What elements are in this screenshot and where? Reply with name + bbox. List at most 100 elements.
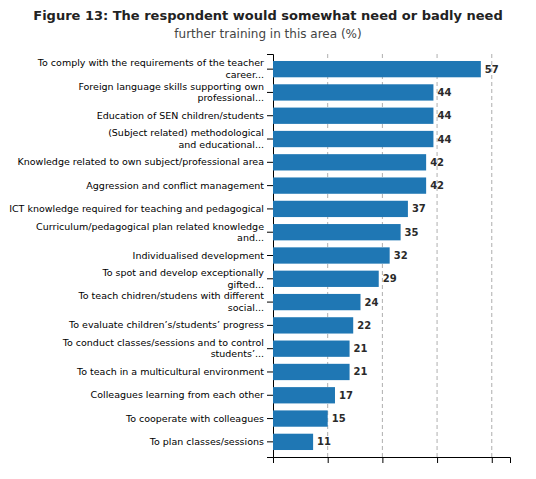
data-label: 44 [437, 87, 451, 98]
y-tick: To conduct classes/sessions and to contr… [62, 337, 273, 359]
subtitle: further training in this area (%) [174, 27, 361, 41]
y-tick-mark [267, 232, 273, 233]
y-tick-mark [267, 162, 273, 163]
data-label: 11 [317, 436, 331, 447]
y-tick: To plan classes/sessions [149, 436, 273, 447]
y-tick-label: To conduct classes/sessions and to contr… [62, 337, 264, 359]
y-tick-label-line: students’... [211, 348, 264, 359]
y-tick-mark [267, 441, 273, 442]
data-label: 15 [332, 413, 346, 424]
y-tick-label-line: social... [228, 302, 264, 313]
y-tick-label-line: To teach in a multicultural environment [76, 366, 264, 377]
y-tick: (Subject related) methodologicaland educ… [108, 127, 273, 149]
y-tick: Individualised development [133, 250, 273, 261]
x-tick [382, 457, 383, 463]
data-label: 35 [405, 227, 419, 238]
y-tick-label: Knowledge related to own subject/profess… [18, 156, 264, 167]
data-label: 42 [430, 157, 444, 168]
y-tick: Colleagues learning from each other [91, 389, 273, 400]
y-tick-mark [267, 185, 273, 186]
bar [273, 317, 353, 333]
y-tick: Foreign language skills supporting ownpr… [78, 81, 273, 103]
y-tick-mark [267, 115, 273, 116]
x-axis [274, 457, 511, 463]
y-tick-label-line: (Subject related) methodological [108, 127, 264, 138]
bar [273, 434, 313, 450]
y-tick-label-line: To cooperate with colleagues [125, 413, 264, 424]
data-label: 17 [339, 390, 353, 401]
y-tick-label: To cooperate with colleagues [125, 413, 264, 424]
x-axis-line [274, 458, 511, 464]
x-tick-mark [492, 457, 493, 463]
title: Figure 13: The respondent would somewhat… [33, 8, 502, 23]
y-tick-label-line: Knowledge related to own subject/profess… [18, 156, 264, 167]
bar [273, 294, 361, 310]
chart: Figure 13: The respondent would somewhat… [0, 0, 536, 479]
data-label: 21 [354, 366, 368, 377]
y-tick-label-line: Colleagues learning from each other [91, 389, 264, 400]
y-tick-label-line: Individualised development [133, 250, 265, 261]
y-tick: To teach in a multicultural environment [76, 366, 273, 377]
data-labels: 5744444442423735322924222121171511 [317, 64, 499, 448]
y-tick-mark [267, 208, 273, 209]
y-tick: Education of SEN children/students [97, 110, 273, 121]
y-tick-mark [267, 418, 273, 419]
y-tick: To spot and develop exceptionallygifted.… [102, 267, 273, 289]
y-tick-label-line: Aggression and conflict management [86, 180, 264, 191]
bar [273, 364, 350, 380]
y-tick-mark [267, 69, 273, 70]
bar [273, 61, 481, 77]
bar [273, 177, 426, 193]
x-tick [328, 457, 329, 463]
y-tick-mark [267, 371, 273, 372]
y-tick-label: To plan classes/sessions [149, 436, 264, 447]
y-tick-label: Education of SEN children/students [97, 110, 264, 121]
y-tick-mark [267, 139, 273, 140]
bars [273, 61, 481, 450]
y-tick-label-line: Education of SEN children/students [97, 110, 264, 121]
data-label: 29 [383, 273, 397, 284]
data-label: 24 [365, 297, 379, 308]
data-label: 44 [437, 110, 451, 121]
y-axis-line [267, 55, 274, 458]
y-tick-label-line: To spot and develop exceptionally [102, 267, 265, 278]
bar [273, 108, 433, 124]
grid-line [491, 54, 492, 457]
plot: 5744444442423735322924222121171511 [273, 54, 511, 463]
data-label: 21 [354, 343, 368, 354]
y-tick-mark [267, 302, 273, 303]
y-tick-label-line: To teach chidren/studens with different [78, 290, 265, 301]
x-tick-mark [437, 457, 438, 463]
y-tick: ICT knowledge required for teaching and … [9, 203, 273, 214]
bar [273, 131, 433, 147]
y-tick-label: Curriculum/pedagogical plan related know… [36, 221, 264, 243]
y-tick: Curriculum/pedagogical plan related know… [36, 221, 273, 243]
data-label: 44 [437, 134, 451, 145]
y-tick-label-line: ICT knowledge required for teaching and … [9, 203, 264, 214]
x-tick [492, 457, 493, 463]
y-tick-label-line: gifted... [227, 279, 264, 290]
y-tick: To teach chidren/studens with differents… [78, 290, 273, 312]
y-tick: Knowledge related to own subject/profess… [18, 156, 273, 167]
y-tick-label: Individualised development [133, 250, 265, 261]
bar [273, 387, 335, 403]
bar [273, 271, 379, 287]
data-label: 32 [394, 250, 408, 261]
y-tick-mark [267, 325, 273, 326]
data-label: 42 [430, 180, 444, 191]
x-tick-mark [328, 457, 329, 463]
y-axis: To comply with the requirements of the t… [9, 55, 273, 458]
y-tick-mark [267, 255, 273, 256]
y-tick: To cooperate with colleagues [125, 413, 273, 424]
y-tick-label: To spot and develop exceptionallygifted.… [102, 267, 265, 289]
y-tick-label: (Subject related) methodologicaland educ… [108, 127, 264, 149]
y-tick-label-line: career... [225, 69, 264, 80]
bar [273, 410, 328, 426]
y-tick-label: To evaluate children’s/students’ progres… [68, 319, 264, 330]
data-label: 22 [357, 320, 371, 331]
y-tick-mark [267, 395, 273, 396]
y-tick-label: ICT knowledge required for teaching and … [9, 203, 264, 214]
data-label: 37 [412, 203, 426, 214]
y-tick-mark [267, 348, 273, 349]
y-tick-label-line: To evaluate children’s/students’ progres… [68, 319, 264, 330]
